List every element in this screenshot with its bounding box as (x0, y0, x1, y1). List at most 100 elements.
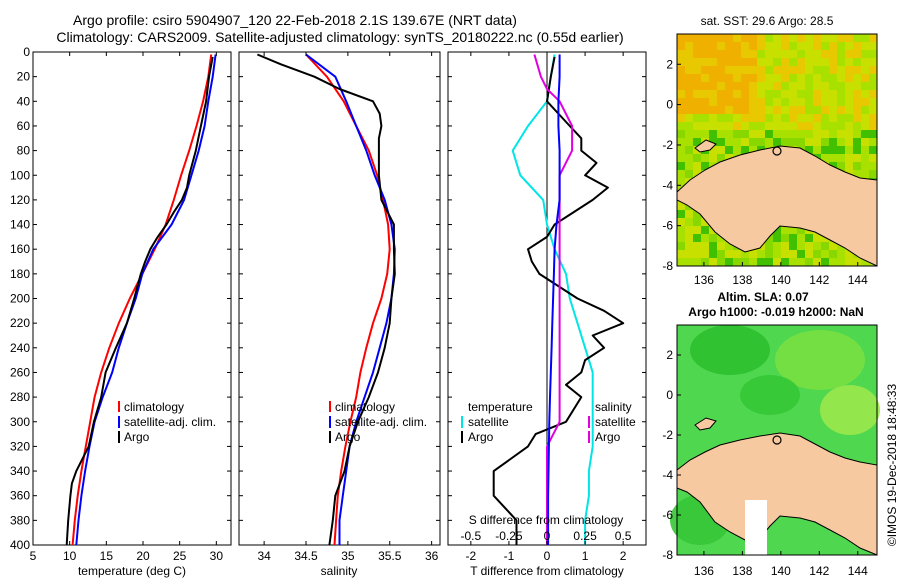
map-x-tick-label: 142 (809, 564, 829, 578)
sst-pixel (845, 146, 853, 154)
s-difference-tick-label: 0 (544, 529, 551, 543)
sst-pixel (781, 74, 789, 82)
sst-pixel (853, 122, 861, 130)
sst-pixel (701, 250, 709, 258)
sst-pixel (717, 242, 725, 250)
depth-tick-label: 400 (10, 538, 30, 552)
sst-pixel (789, 90, 797, 98)
sla-island (694, 417, 717, 431)
sst-pixel (797, 42, 805, 50)
sst-pixel (837, 154, 845, 162)
sst-pixel (773, 226, 781, 234)
sst-pixel (685, 50, 693, 58)
sst-pixel (829, 242, 837, 250)
sst-pixel (741, 50, 749, 58)
sst-pixel (797, 106, 805, 114)
sst-pixel (797, 90, 805, 98)
sst-pixel (789, 98, 797, 106)
sst-pixel (797, 130, 805, 138)
sst-pixel (829, 250, 837, 258)
map-y-tick-label: -6 (662, 219, 673, 233)
sst-pixel (709, 82, 717, 90)
sst-pixel (853, 50, 861, 58)
sst-argo-marker (772, 146, 782, 156)
depth-tick-label: 100 (10, 168, 30, 182)
sst-pixel (741, 130, 749, 138)
sst-pixel (701, 258, 709, 266)
depth-tick-label: 280 (10, 390, 30, 404)
sst-pixel (853, 258, 861, 266)
sst-map (676, 33, 878, 267)
legend-label-climatology: climatology (335, 400, 395, 414)
sst-pixel (693, 170, 701, 178)
sst-pixel (717, 90, 725, 98)
sst-pixel (685, 218, 693, 226)
sst-pixel (709, 90, 717, 98)
sst-pixel (677, 170, 685, 178)
x-tick-label: 34.5 (294, 549, 318, 563)
sst-pixel (701, 34, 709, 42)
sst-pixel (805, 50, 813, 58)
sst-pixel (709, 146, 717, 154)
sst-pixel (701, 42, 709, 50)
sst-pixel (749, 82, 757, 90)
temperature-series-layer (65, 54, 217, 546)
sst-pixel (797, 242, 805, 250)
sst-pixel (845, 106, 853, 114)
sst-pixel (757, 122, 765, 130)
sla-land-mass (676, 432, 878, 556)
temperature-legend: climatology satellite-adj. clim. Argo (118, 400, 216, 444)
sst-pixel (733, 138, 741, 146)
depth-tick-label: 160 (10, 242, 30, 256)
sst-pixel (845, 58, 853, 66)
sst-pixel (765, 258, 773, 266)
sst-pixel (789, 106, 797, 114)
sst-pixel (821, 82, 829, 90)
sst-pixel (685, 210, 693, 218)
sst-pixel (677, 146, 685, 154)
sst-pixel (837, 106, 845, 114)
sst-pixel (765, 130, 773, 138)
sst-pixel (749, 114, 757, 122)
sst-pixel (869, 162, 877, 170)
figure-title-line2: Climatology: CARS2009. Satellite-adjuste… (56, 29, 623, 45)
sst-pixel (693, 66, 701, 74)
sst-pixel (749, 138, 757, 146)
sst-pixel (733, 82, 741, 90)
sst-pixel (805, 42, 813, 50)
legend-label-argo: Argo (124, 430, 150, 444)
sst-pixel (709, 42, 717, 50)
sst-pixel (685, 250, 693, 258)
sst-pixel (749, 90, 757, 98)
sst-pixel (797, 98, 805, 106)
sst-pixel (725, 154, 733, 162)
sst-pixel (677, 234, 685, 242)
sst-pixel (781, 66, 789, 74)
sst-pixel (861, 66, 869, 74)
sst-pixel (717, 154, 725, 162)
sst-pixel (805, 114, 813, 122)
series-line-s-argo (547, 54, 561, 545)
sst-pixel (861, 170, 869, 178)
sst-pixel (741, 106, 749, 114)
sst-pixel (717, 138, 725, 146)
series-line-climatology (71, 54, 213, 546)
sst-pixel (685, 226, 693, 234)
sst-pixel (757, 114, 765, 122)
temperature-panel (32, 51, 232, 546)
sst-pixel (789, 42, 797, 50)
sst-island (694, 139, 717, 153)
sst-pixel (709, 98, 717, 106)
depth-tick-label: 300 (10, 415, 30, 429)
sst-pixel (797, 82, 805, 90)
sst-pixel (749, 34, 757, 42)
sst-pixel (821, 74, 829, 82)
sst-pixel (685, 162, 693, 170)
sst-pixel (821, 258, 829, 266)
sst-pixel (797, 226, 805, 234)
sst-pixel (845, 154, 853, 162)
sst-pixel (733, 106, 741, 114)
sst-pixel (749, 50, 757, 58)
sst-pixel (693, 218, 701, 226)
map-x-tick-label: 140 (771, 564, 791, 578)
